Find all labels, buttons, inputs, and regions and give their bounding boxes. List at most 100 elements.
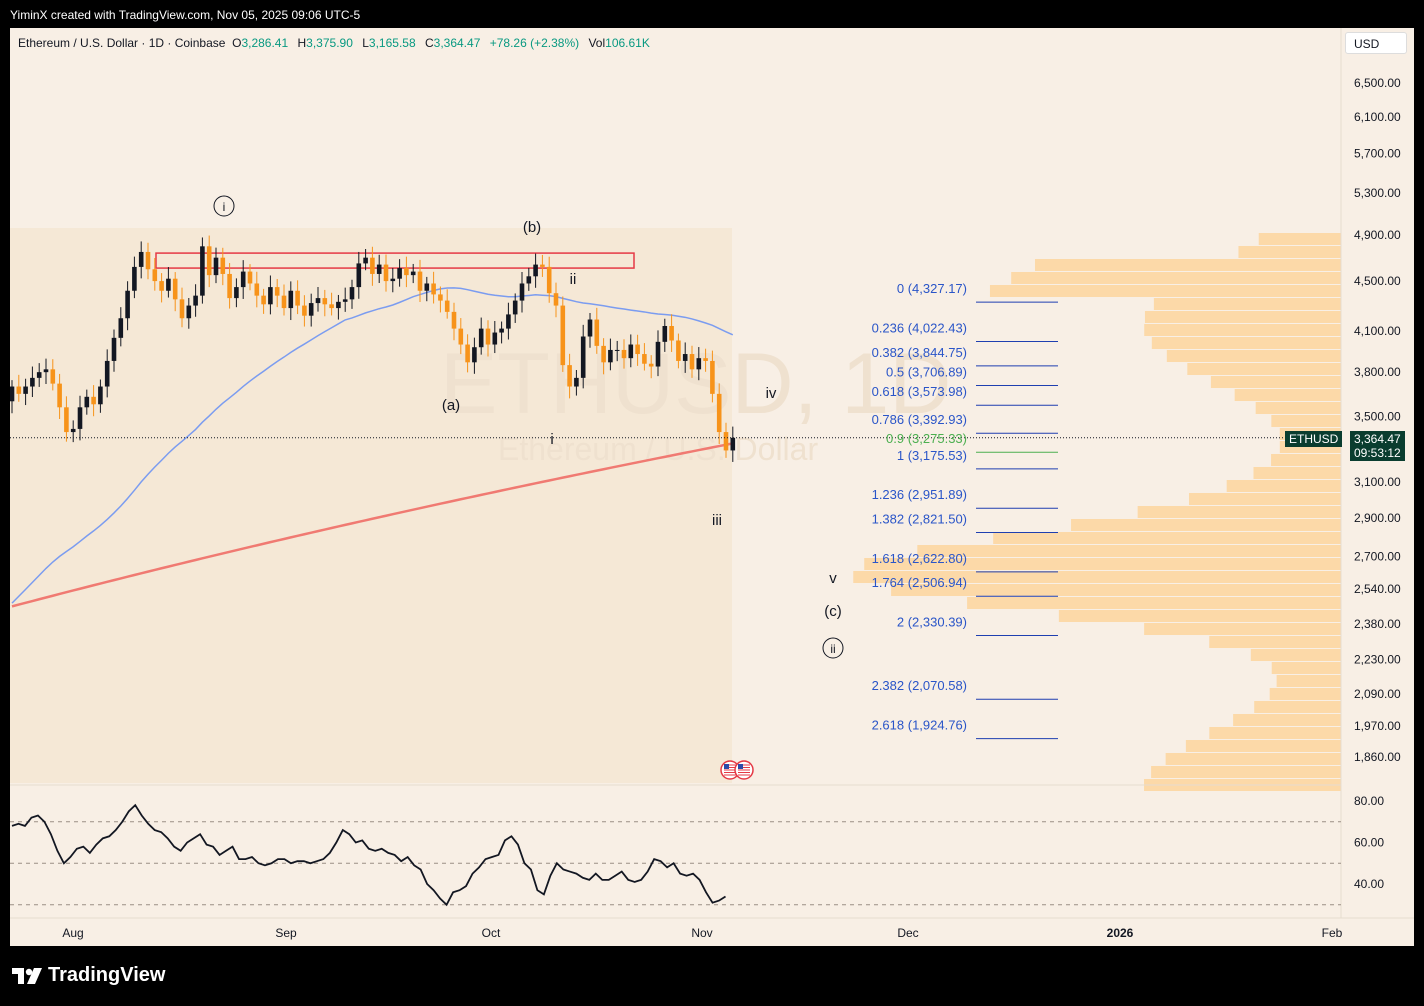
moving-average-short [11,287,734,604]
candle-body [302,305,307,316]
fib-level-label: 0.236 (4,022.43) [872,321,967,336]
candle [132,256,137,299]
candle-body [186,305,192,319]
candle [43,358,49,385]
candle-body [540,264,545,267]
candle [676,333,681,369]
symbol-legend: Ethereum / U.S. Dollar · 1D · Coinbase O… [18,36,650,50]
candle-body [465,344,470,363]
candle-body [166,278,171,291]
candle [587,313,593,348]
time-axis-tick: Nov [691,926,712,940]
candle [404,256,409,288]
volume-profile-bar [1165,753,1341,765]
currency-selector[interactable]: USD [1345,32,1407,54]
candle-body [642,354,647,364]
candle [431,271,436,304]
wave-label-circle [213,195,235,217]
wave-label-circle [822,637,844,659]
candle [172,272,178,312]
candle-body [594,319,600,346]
candle-body [417,271,423,291]
volume-profile-bar [891,584,1341,596]
wave-label: ii [830,642,835,656]
candle-body [635,344,640,355]
resistance-box [155,252,635,269]
rsi-axis-tick: 80.00 [1354,794,1384,808]
candle [390,267,396,293]
candle-body [98,386,103,405]
candle-body [648,363,654,367]
candle-body [16,386,22,394]
candle-body [499,328,504,333]
candle [465,334,470,373]
candle [10,380,15,414]
candle-body [70,428,76,433]
time-axis-tick: Sep [275,926,297,940]
time-axis-tick: 2026 [1107,926,1134,940]
price-axis-tick: 2,900.00 [1354,511,1401,525]
candle [84,389,90,415]
candle-body [125,290,130,319]
candle-body [621,349,627,359]
candle-body [220,257,226,274]
candle-body [57,383,62,408]
candle-body [553,293,559,306]
candle-body [478,328,484,348]
candle [540,254,545,277]
candle-body [10,386,15,402]
volume-profile-bar [1233,714,1341,726]
candle-body [91,396,96,405]
candle [152,257,158,291]
volume-profile-bar [1185,740,1341,752]
candle [662,318,668,352]
volume-profile-bar [1271,415,1341,427]
candle-body [533,264,538,277]
candle [567,353,572,399]
price-axis-tick: 2,540.00 [1354,582,1401,596]
candle [261,288,266,314]
fib-level-label: 0.618 (3,573.98) [872,384,967,399]
candle [614,340,620,362]
candle-body [118,318,124,338]
candle [506,302,511,340]
candle-body [676,340,681,361]
candle [703,348,708,372]
candle-body [410,271,416,276]
moving-average-long [11,442,734,608]
chart-shaded-region [10,228,732,783]
us-flag-icon [720,760,740,780]
fib-level-label: 0.9 (3,275.33) [886,431,967,446]
candle [512,293,518,323]
candle-body [628,344,634,359]
price-axis-tick: 2,230.00 [1354,652,1401,666]
candle [70,420,76,443]
candle-body [240,271,246,288]
candle-body [574,377,579,387]
candle [424,276,430,302]
candle-body [349,287,355,300]
candle-body [111,337,117,361]
candle-body [601,345,606,363]
time-axis-tick: Feb [1322,926,1343,940]
candle-body [84,396,90,408]
candle-body [206,246,212,276]
candle [193,284,198,317]
price-axis-tick: 6,100.00 [1354,110,1401,124]
volume-profile-bar [993,532,1341,544]
candle [186,297,192,329]
candle [145,242,151,280]
candle-body [383,264,389,282]
legend-symbol: Ethereum / U.S. Dollar · 1D · Coinbase [18,36,226,50]
candle-body [567,365,572,387]
candle-body [77,407,83,429]
tradingview-logo[interactable]: TradingView [12,964,165,987]
candle-body [308,303,314,316]
symbol-watermark-subtitle: Ethereum / U.S. Dollar [498,431,818,467]
chart-frame[interactable]: ETHUSD, 1D Ethereum / U.S. Dollar 0 (4,32… [10,28,1414,946]
price-axis-tick: 4,900.00 [1354,228,1401,242]
volume-profile-bar [1058,610,1341,622]
candle [642,343,647,371]
candle [254,271,260,308]
